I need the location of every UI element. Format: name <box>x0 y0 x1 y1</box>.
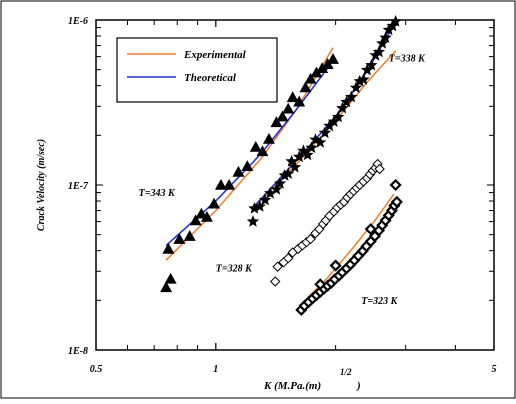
data-point-triangle <box>241 160 254 171</box>
temperature-label: T=328 K <box>216 263 253 274</box>
data-point-triangle <box>270 116 283 128</box>
data-point-star <box>379 31 392 44</box>
y-tick-label: 1E-6 <box>68 16 88 27</box>
data-point-star <box>353 74 366 87</box>
data-point-star <box>365 58 378 71</box>
data-point-star <box>382 23 395 36</box>
data-point-star <box>318 126 332 139</box>
data-point-star <box>278 169 291 181</box>
data-point-triangle <box>160 281 173 293</box>
data-point-star <box>349 81 363 94</box>
data-point-triangle <box>316 62 329 74</box>
data-markers <box>160 14 403 316</box>
data-point-star <box>369 48 382 61</box>
data-point-star <box>264 186 277 199</box>
data-point-triangle <box>286 91 299 103</box>
y-tick-label: 1E-7 <box>68 181 89 192</box>
data-point-triangle <box>304 72 317 84</box>
legend-experimental-label: Experimental <box>183 49 247 61</box>
data-point-star <box>273 177 287 189</box>
y-tick-label: 1E-8 <box>68 346 88 357</box>
data-point-star <box>372 45 386 58</box>
data-point-triangle <box>232 165 245 177</box>
data-point-diamond-open <box>374 163 385 175</box>
data-point-triangle <box>162 242 175 254</box>
data-point-star <box>297 144 310 157</box>
axes: 0.5 1 5 1E-8 1E-7 1E-6 <box>68 16 497 375</box>
data-point-triangle <box>293 95 306 107</box>
data-point-star <box>345 90 358 103</box>
data-point-star <box>327 115 341 127</box>
data-point-triangle <box>223 179 236 190</box>
data-point-star <box>282 167 295 179</box>
x-axis-label: K (M.Pa.(m) 1/2 ) <box>263 367 361 392</box>
data-point-diamond-open <box>282 253 294 264</box>
data-point-triangle <box>256 145 269 157</box>
data-point-star <box>336 101 349 114</box>
temperature-label: T=338 K <box>389 54 426 65</box>
data-point-triangle <box>200 210 213 222</box>
data-point-diamond-filled <box>389 178 402 192</box>
legend-box <box>116 37 278 103</box>
data-point-triangle <box>327 53 340 64</box>
x-tick-label: 0.5 <box>90 364 103 375</box>
data-point-triangle <box>262 133 275 144</box>
data-point-star <box>293 150 306 163</box>
x-axis-label-close: ) <box>356 380 361 392</box>
data-point-triangle <box>183 230 196 241</box>
data-point-star <box>248 202 261 214</box>
data-point-star <box>301 148 314 161</box>
data-point-star <box>246 215 260 227</box>
temperature-label: T=343 K <box>139 188 176 199</box>
data-point-triangle <box>282 102 295 114</box>
data-point-triangle <box>189 214 202 226</box>
data-point-star <box>389 14 402 27</box>
data-point-triangle <box>310 66 323 78</box>
x-axis-label-exponent: 1/2 <box>340 367 352 377</box>
data-point-star <box>305 141 318 154</box>
x-tick-label: 1 <box>213 364 218 375</box>
data-point-star <box>309 133 322 145</box>
data-point-diamond-filled <box>314 278 327 291</box>
data-point-star <box>323 119 336 132</box>
x-tick-label: 5 <box>492 364 497 375</box>
temperature-label: T=323 K <box>361 296 398 307</box>
x-axis-label-main: K (M.Pa.(m) <box>263 380 321 392</box>
data-point-star <box>332 110 345 123</box>
data-point-star <box>270 182 283 195</box>
data-point-star <box>340 95 353 108</box>
data-point-triangle <box>173 233 186 244</box>
y-axis-label: Crack Velocity (m/sec) <box>36 139 47 231</box>
data-point-star <box>288 160 302 173</box>
temperature-annotations: T=343 K T=338 K T=328 K T=323 K <box>139 54 426 307</box>
data-point-diamond-filled <box>364 223 377 236</box>
data-point-diamond-filled <box>329 259 342 272</box>
data-point-star <box>376 37 389 49</box>
data-point-triangle <box>299 81 312 93</box>
data-point-star <box>357 73 370 85</box>
data-point-star <box>253 200 266 212</box>
data-point-diamond-open <box>272 261 283 272</box>
data-point-diamond-open <box>269 276 281 287</box>
data-point-triangle <box>164 272 177 284</box>
data-point-triangle <box>214 179 227 190</box>
data-point-diamond-open <box>305 233 316 245</box>
data-point-star <box>314 136 327 148</box>
data-point-triangle <box>249 140 262 152</box>
data-point-star <box>361 63 374 76</box>
data-point-star <box>285 154 298 167</box>
legend-theoretical-label: Theoretical <box>184 72 237 84</box>
data-point-diamond-filled <box>390 195 403 208</box>
legend: Experimental Theoretical <box>116 37 278 103</box>
data-point-triangle <box>276 110 289 122</box>
data-point-triangle <box>208 197 221 209</box>
data-point-star <box>258 193 272 206</box>
